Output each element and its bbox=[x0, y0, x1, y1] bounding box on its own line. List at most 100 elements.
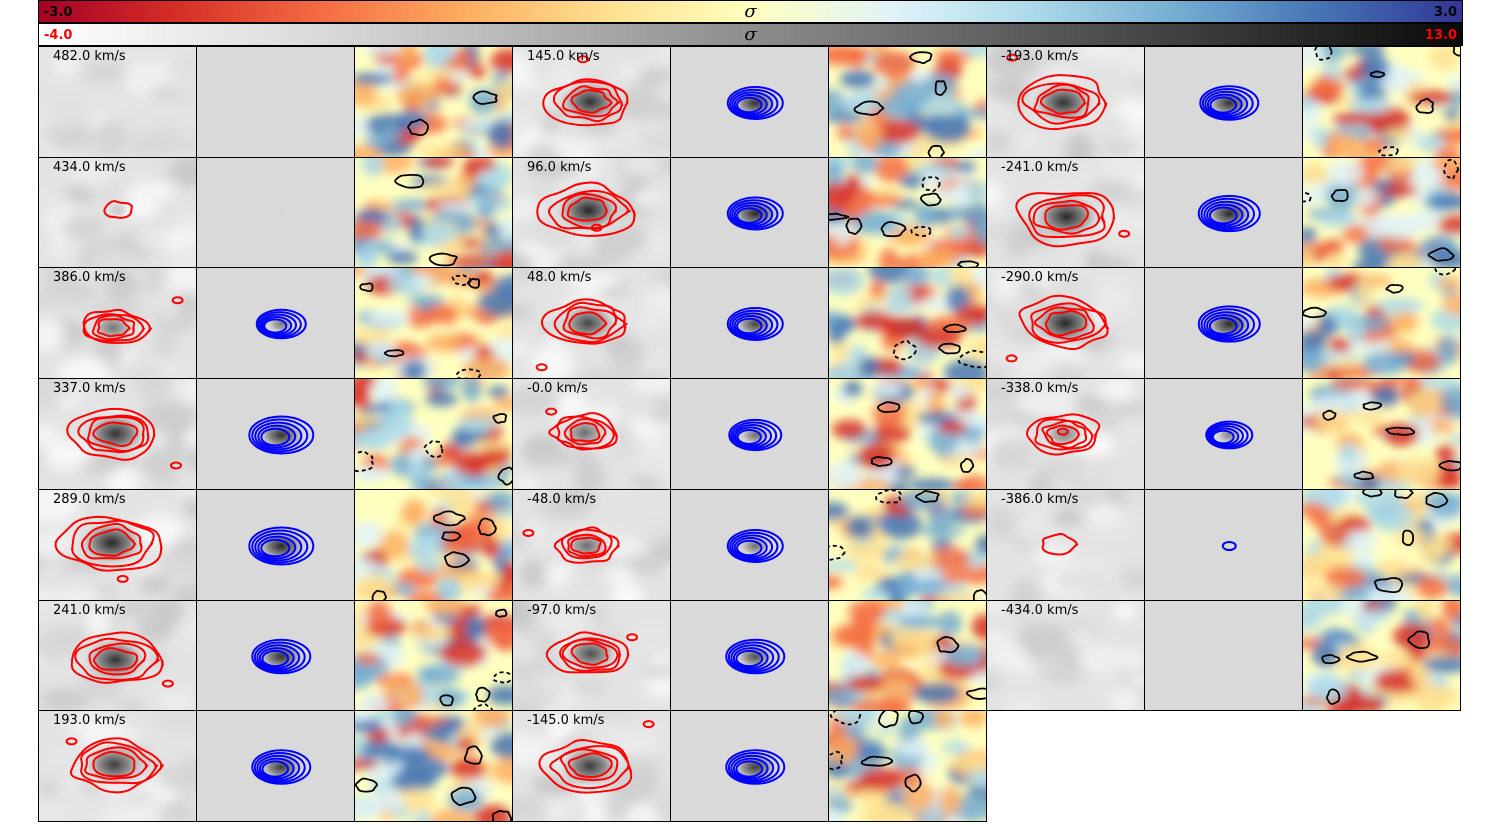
residual-contour-negative bbox=[492, 413, 508, 424]
residual-contour-negative bbox=[428, 252, 458, 267]
data-contour bbox=[568, 311, 608, 336]
model-emission bbox=[277, 210, 286, 217]
data-contour bbox=[570, 536, 602, 555]
residual-panel bbox=[354, 710, 513, 822]
model-contour bbox=[726, 86, 784, 120]
residual-contour-negative bbox=[359, 282, 374, 293]
data-contour bbox=[84, 746, 149, 780]
data-panel: -193.0 km/s bbox=[986, 46, 1145, 158]
model-contour bbox=[1208, 425, 1244, 447]
model-contour bbox=[1200, 308, 1255, 341]
model-contour bbox=[258, 757, 295, 780]
residual-panel bbox=[828, 267, 987, 379]
velocity-label: -0.0 km/s bbox=[527, 381, 588, 396]
data-contour bbox=[1015, 192, 1116, 248]
model-panel bbox=[1144, 157, 1303, 268]
model-contour bbox=[729, 88, 779, 119]
data-contour bbox=[169, 461, 182, 470]
model-contour bbox=[248, 415, 315, 455]
data-contour bbox=[563, 417, 607, 446]
data-panel: -290.0 km/s bbox=[986, 267, 1145, 379]
model-contour bbox=[251, 749, 312, 785]
model-contour bbox=[731, 201, 774, 228]
data-contour bbox=[1033, 83, 1090, 119]
data-contour bbox=[570, 642, 609, 666]
data-contour bbox=[66, 407, 156, 461]
residual-panel bbox=[354, 157, 513, 268]
model-contour bbox=[731, 312, 774, 338]
model-panel bbox=[196, 46, 355, 158]
data-contour bbox=[54, 515, 163, 572]
data-panel: -48.0 km/s bbox=[512, 489, 671, 601]
data-contour bbox=[82, 313, 146, 342]
model-contour bbox=[733, 94, 768, 115]
model-contour bbox=[1203, 311, 1250, 339]
residual-contour-negative bbox=[1303, 306, 1327, 319]
residual-contour-negative bbox=[904, 773, 922, 793]
residual-contour-positive bbox=[921, 176, 941, 193]
residual-contour-negative bbox=[845, 217, 863, 235]
model-panel bbox=[670, 600, 829, 711]
residual-contour-negative bbox=[936, 636, 960, 654]
data-panel: -97.0 km/s bbox=[512, 600, 671, 711]
model-contour bbox=[730, 754, 775, 782]
velocity-label: 482.0 km/s bbox=[53, 49, 126, 64]
data-contour bbox=[1041, 533, 1079, 556]
model-contour bbox=[1197, 194, 1261, 233]
data-contour bbox=[559, 637, 621, 672]
model-contour bbox=[727, 641, 780, 673]
data-contour bbox=[88, 642, 147, 676]
model-panel bbox=[670, 46, 829, 158]
residual-panel bbox=[828, 157, 987, 268]
source-emission bbox=[108, 202, 128, 218]
model-contour bbox=[729, 309, 779, 340]
residual-contour-negative bbox=[829, 212, 850, 221]
data-contour bbox=[1056, 427, 1069, 436]
residual-contour-negative bbox=[1321, 654, 1341, 665]
model-contour bbox=[1208, 317, 1238, 335]
residual-contour-negative bbox=[466, 277, 481, 289]
data-contour bbox=[71, 519, 155, 568]
data-contour bbox=[552, 80, 623, 123]
residual-contour-positive bbox=[957, 349, 986, 369]
model-panel bbox=[1144, 600, 1303, 711]
data-panel: 96.0 km/s bbox=[512, 157, 671, 268]
model-contour bbox=[732, 647, 769, 669]
residual-panel bbox=[1302, 267, 1461, 379]
residual-panel bbox=[828, 710, 987, 822]
residual-panel bbox=[1302, 489, 1461, 601]
flux-colorbar-max: 13.0 bbox=[1424, 28, 1457, 43]
data-contour bbox=[80, 741, 159, 785]
residual-contour-negative bbox=[853, 100, 885, 116]
residual-contour-negative bbox=[1415, 97, 1435, 114]
residual-contour-negative bbox=[934, 80, 948, 96]
model-panel bbox=[196, 710, 355, 822]
data-contour bbox=[1025, 413, 1101, 456]
model-contour bbox=[251, 638, 312, 675]
residual-contour-negative bbox=[472, 90, 498, 105]
residual-contour-negative bbox=[439, 694, 454, 707]
data-contour bbox=[559, 748, 619, 781]
model-contour bbox=[736, 96, 763, 114]
data-contour bbox=[560, 528, 613, 560]
model-contour bbox=[725, 638, 786, 675]
data-contour bbox=[538, 739, 633, 794]
residual-contour-negative bbox=[920, 192, 942, 207]
data-panel: 193.0 km/s bbox=[38, 710, 197, 822]
model-contour bbox=[257, 535, 297, 560]
data-contour bbox=[1034, 418, 1094, 451]
model-emission bbox=[277, 100, 286, 106]
residual-contour-negative bbox=[942, 323, 967, 333]
model-contour bbox=[726, 307, 784, 341]
data-contour bbox=[1005, 354, 1018, 363]
model-contour bbox=[1204, 90, 1249, 118]
data-panel: -145.0 km/s bbox=[512, 710, 671, 822]
model-contour bbox=[1206, 203, 1244, 227]
residual-panel bbox=[1302, 600, 1461, 711]
residual-contour-negative bbox=[494, 608, 508, 618]
residual-contour-positive bbox=[1377, 146, 1399, 157]
velocity-label: 386.0 km/s bbox=[53, 270, 126, 285]
residual-contour-positive bbox=[455, 368, 482, 378]
residual-contour-positive bbox=[1433, 268, 1457, 276]
residual-contour-negative bbox=[1452, 47, 1460, 57]
